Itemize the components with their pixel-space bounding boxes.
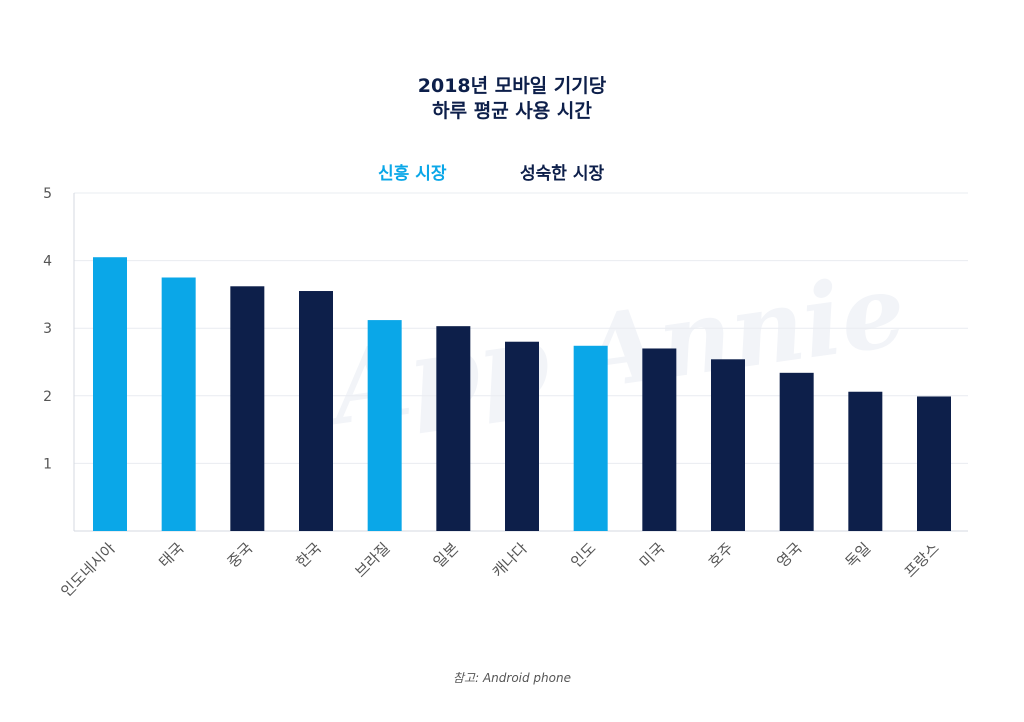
chart-title: 2018년 모바일 기기당 하루 평균 사용 시간 [0,74,1024,124]
y-tick-label: 5 [43,186,52,202]
footnote: 참고: Android phone [453,671,571,685]
chart-title-line-1: 2018년 모바일 기기당 [417,75,607,97]
x-tick-label: 한국 [293,539,325,571]
bar-1 [93,257,127,531]
x-tick-label: 태국 [155,539,187,571]
bar-8 [573,345,608,531]
x-tick-label: 브라질 [351,539,393,581]
bar-13 [917,396,951,531]
bar-9 [642,348,677,531]
chart-title-line-2: 하루 평균 사용 시간 [432,100,592,122]
x-tick-label: 독일 [842,539,874,571]
x-tick-label: 인도 [567,539,599,571]
x-tick-label: 프랑스 [901,539,943,581]
bar-5 [367,320,402,531]
bar-2 [161,277,196,531]
bar-10 [711,359,745,531]
bar-12 [848,391,883,531]
y-tick-label: 2 [43,389,52,405]
bar-6 [436,326,471,531]
x-tick-label: 중국 [224,539,256,571]
y-tick-label: 1 [43,456,52,472]
bar-4 [299,291,333,531]
x-tick-label: 호주 [705,539,737,571]
legend-item-mature: 성숙한 시장 [520,164,605,184]
y-tick-label: 4 [43,254,52,270]
bar-11 [779,372,814,531]
x-tick-label: 캐나다 [489,539,531,581]
x-tick-label: 영국 [773,539,805,571]
x-tick-label: 인도네시아 [57,539,119,601]
legend-item-emerging: 신흥 시장 [378,164,447,184]
x-tick-label: 일본 [430,539,462,571]
bar-3 [230,286,265,531]
y-tick-label: 3 [43,321,52,337]
x-tick-label: 미국 [636,539,668,571]
bar-7 [505,341,539,531]
